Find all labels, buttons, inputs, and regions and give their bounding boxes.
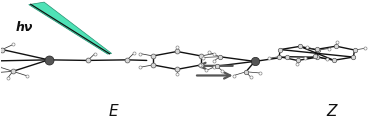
Polygon shape: [29, 2, 112, 54]
Text: Z: Z: [326, 104, 337, 119]
Text: hν: hν: [16, 21, 33, 34]
Text: E: E: [109, 104, 118, 119]
